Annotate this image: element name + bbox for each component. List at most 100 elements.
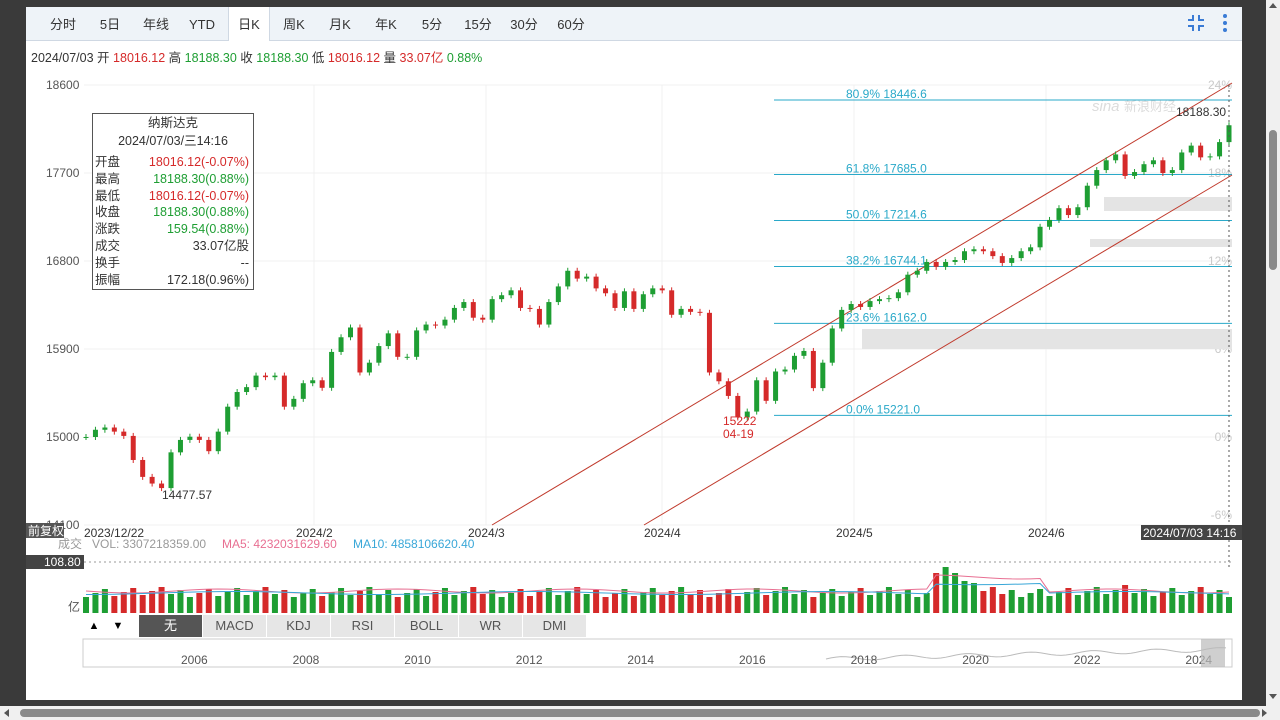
volume-bar bbox=[829, 589, 836, 613]
tab-4[interactable]: YTD bbox=[189, 17, 215, 32]
volume-bar bbox=[980, 591, 987, 613]
volume-bar bbox=[92, 593, 99, 613]
candle bbox=[782, 369, 788, 372]
volume-bar bbox=[356, 591, 363, 613]
vertical-scrollbar[interactable] bbox=[1266, 0, 1280, 706]
candle bbox=[215, 431, 221, 452]
volume-bar bbox=[394, 597, 401, 613]
date-tick-6: 2024/6 bbox=[1028, 526, 1065, 540]
volume-bar bbox=[498, 597, 505, 613]
indicator-tab-boll[interactable]: BOLL bbox=[395, 615, 459, 637]
period-toolbar: 分时 5日 年线 YTD 日K 周K 月K 年K 5分 15分 30分 60分 bbox=[26, 7, 1242, 41]
candle bbox=[461, 302, 467, 308]
nav-up-arrow[interactable]: ▲ bbox=[88, 620, 100, 632]
more-vertical-icon[interactable] bbox=[1220, 13, 1230, 33]
range-navigator bbox=[82, 638, 1233, 668]
candle bbox=[952, 260, 958, 262]
candle bbox=[508, 290, 514, 296]
tooltip-value: 18016.12(-0.07%) bbox=[148, 155, 249, 169]
volume-bar bbox=[432, 592, 439, 613]
candle bbox=[480, 317, 486, 320]
scroll-down-arrow[interactable] bbox=[1269, 694, 1277, 699]
scroll-left-arrow[interactable] bbox=[4, 709, 9, 717]
indicator-tab-macd[interactable]: MACD bbox=[203, 615, 267, 637]
candle bbox=[329, 351, 335, 388]
tab-8[interactable]: 年K bbox=[375, 17, 397, 32]
volume-bar bbox=[1178, 595, 1185, 613]
candlestick-chart[interactable]: 18600 17700 16800 15900 15000 14100 2023/12/22… bbox=[26, 7, 1242, 700]
tooltip-key: 涨跌 bbox=[95, 222, 121, 237]
open-value: 18016.12 bbox=[113, 51, 166, 65]
indicator-tab-kdj[interactable]: KDJ bbox=[267, 615, 331, 637]
low-annotation: 14477.57 bbox=[162, 488, 212, 502]
volume-bar bbox=[460, 591, 467, 613]
ma5-line bbox=[85, 574, 1230, 594]
candle bbox=[555, 286, 561, 303]
volume-bar bbox=[970, 583, 977, 613]
tab-7[interactable]: 月K bbox=[329, 17, 351, 32]
tab-5[interactable]: 日K bbox=[228, 7, 270, 41]
volume-bar bbox=[186, 597, 193, 613]
volume-bar bbox=[678, 587, 685, 613]
volume-bar bbox=[253, 591, 260, 613]
low-value: 18016.12 bbox=[327, 51, 381, 65]
volume-bar bbox=[706, 597, 713, 613]
tab-12[interactable]: 60分 bbox=[557, 17, 585, 32]
candle bbox=[234, 392, 240, 407]
volume-bar bbox=[328, 592, 335, 613]
tab-1[interactable]: 分时 bbox=[49, 17, 76, 32]
indicator-tab-dmi[interactable]: DMI bbox=[523, 615, 587, 637]
tab-10[interactable]: 15分 bbox=[464, 17, 492, 32]
tab-11[interactable]: 30分 bbox=[510, 17, 538, 32]
tab-6[interactable]: 周K bbox=[283, 17, 305, 32]
candle bbox=[121, 431, 127, 436]
collapse-icon[interactable] bbox=[1186, 13, 1206, 33]
vertical-scroll-thumb[interactable] bbox=[1269, 130, 1277, 270]
volume-bar bbox=[914, 597, 921, 613]
volume-bar bbox=[1188, 591, 1195, 613]
candle bbox=[92, 429, 98, 437]
indicator-tab-wr[interactable]: WR bbox=[459, 615, 523, 637]
volume-bar bbox=[668, 591, 675, 613]
volume-bar bbox=[923, 593, 930, 613]
volume-bar bbox=[196, 593, 203, 613]
tooltip-title: 纳斯达克 bbox=[147, 116, 198, 130]
candle bbox=[1150, 160, 1156, 165]
scroll-up-arrow[interactable] bbox=[1269, 3, 1277, 8]
volume-bar bbox=[989, 587, 996, 613]
candle bbox=[1103, 160, 1109, 171]
tooltip-key: 开盘 bbox=[95, 155, 121, 169]
indicator-tab-rsi[interactable]: RSI bbox=[331, 615, 395, 637]
candle bbox=[527, 307, 533, 309]
resistance-band-3 bbox=[862, 329, 1232, 349]
candle bbox=[187, 436, 193, 440]
volume-bar bbox=[423, 596, 430, 613]
nav-down-arrow[interactable]: ▼ bbox=[112, 620, 124, 632]
candle bbox=[518, 290, 524, 308]
tab-3[interactable]: 年线 bbox=[142, 17, 169, 32]
tab-9[interactable]: 5分 bbox=[421, 17, 443, 32]
candle bbox=[924, 261, 930, 271]
swing-low-date: 04-19 bbox=[723, 427, 754, 441]
volume-bar bbox=[857, 588, 864, 613]
tooltip-row: 换手 -- bbox=[95, 255, 251, 272]
volume-bar bbox=[441, 588, 448, 613]
indicator-tab-无[interactable]: 无 bbox=[139, 615, 203, 637]
volume-bar bbox=[489, 590, 496, 613]
volume-bar bbox=[1018, 597, 1025, 613]
navigator-series bbox=[825, 647, 1227, 661]
navigator-year-4: 2012 bbox=[516, 653, 543, 667]
candle bbox=[376, 346, 382, 363]
candle bbox=[735, 395, 741, 418]
scroll-right-arrow[interactable] bbox=[1262, 709, 1267, 717]
tab-2[interactable]: 5日 bbox=[99, 17, 121, 32]
swing-low-value: 15222 bbox=[723, 414, 757, 428]
volume-bar bbox=[933, 573, 940, 613]
horizontal-scroll-thumb[interactable] bbox=[20, 709, 1260, 717]
candle bbox=[962, 251, 968, 261]
ohlc-summary: 2024/07/03 开 18016.12 高 18188.30 收 18188… bbox=[31, 47, 482, 66]
volume-bar bbox=[271, 594, 278, 613]
tooltip-row: 开盘 18016.12(-0.07%) bbox=[95, 154, 251, 171]
candle bbox=[640, 294, 646, 309]
horizontal-scrollbar[interactable] bbox=[0, 706, 1280, 720]
